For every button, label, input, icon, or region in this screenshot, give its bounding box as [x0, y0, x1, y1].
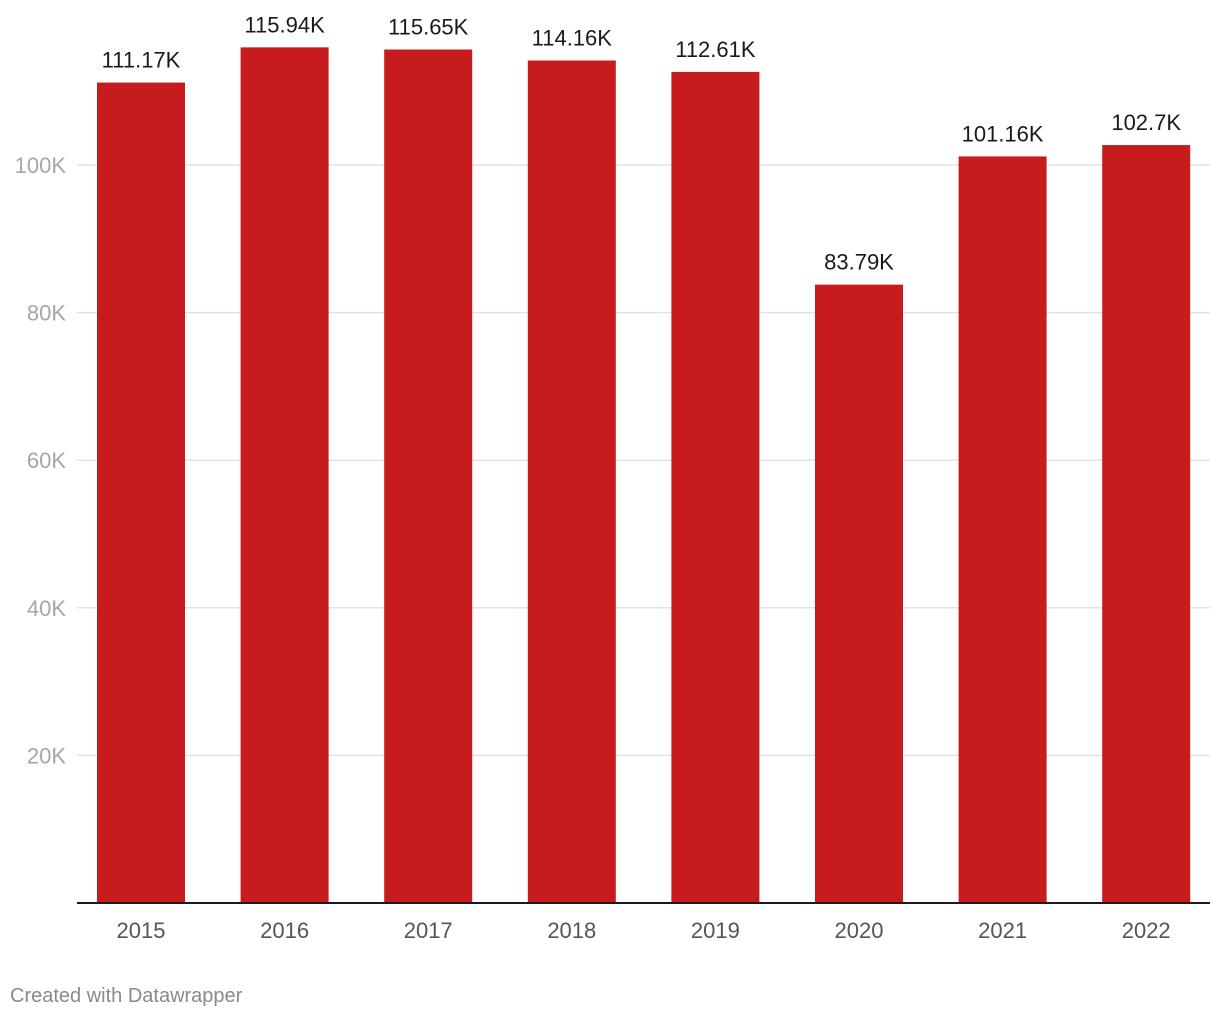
x-tick-label-2015: 2015 — [117, 918, 166, 943]
footer-credit: Created with Datawrapper — [10, 985, 243, 1007]
y-tick-label-1: 40K — [27, 596, 66, 621]
x-tick-label-2020: 2020 — [835, 918, 884, 943]
data-label-2016: 115.94K — [244, 12, 325, 37]
data-labels: 111.17K 115.94K 115.65K 114.16K 112.61K 83.79… — [102, 12, 1182, 274]
y-tick-label-4: 100K — [15, 153, 67, 178]
data-label-2019: 112.61K — [675, 37, 756, 62]
data-label-2020: 83.79K — [824, 250, 894, 275]
x-tick-label-2016: 2016 — [260, 918, 309, 943]
y-tick-label-3: 80K — [27, 301, 66, 326]
data-label-2018: 114.16K — [532, 25, 613, 50]
bar-2020 — [815, 284, 903, 904]
y-tick-label-2: 60K — [27, 448, 66, 473]
bar-2016 — [240, 47, 329, 904]
bar-2022 — [1102, 145, 1191, 904]
x-tick-label-2022: 2022 — [1122, 918, 1171, 943]
data-label-2022: 102.7K — [1111, 110, 1181, 135]
bar-2017 — [384, 49, 473, 904]
x-tick-label-2017: 2017 — [404, 918, 453, 943]
y-axis-ticks: 20K 40K 60K 80K 100K — [15, 153, 67, 768]
data-label-2015: 111.17K — [102, 48, 181, 73]
bar-2021 — [958, 156, 1047, 903]
bar-2019 — [671, 71, 760, 903]
data-label-2017: 115.65K — [388, 15, 469, 40]
x-tick-label-2019: 2019 — [691, 918, 740, 943]
x-tick-label-2021: 2021 — [978, 918, 1027, 943]
bar-2018 — [527, 60, 616, 903]
data-label-2021: 101.16K — [962, 121, 1044, 146]
x-tick-label-2018: 2018 — [547, 918, 596, 943]
x-axis-ticks: 2015 2016 2017 2018 2019 2020 2021 2022 — [117, 918, 1171, 943]
bars — [97, 47, 1191, 904]
y-tick-label-0: 20K — [27, 743, 66, 768]
bar-2015 — [97, 82, 185, 903]
